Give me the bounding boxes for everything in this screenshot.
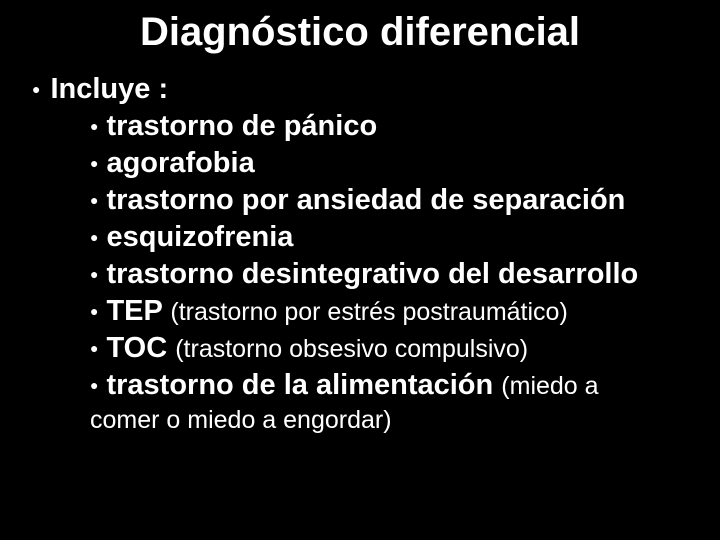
item-text: TOC	[106, 332, 175, 364]
bullet-level2: ● trastorno desintegrativo del desarroll…	[90, 258, 690, 291]
item-text: trastorno desintegrativo del desarrollo	[106, 258, 638, 291]
item-line: TOC (trastorno obsesivo compulsivo)	[106, 332, 528, 365]
bullet-icon: ●	[90, 258, 106, 290]
item-paren: (trastorno obsesivo compulsivo)	[175, 335, 528, 363]
item-paren: (miedo a	[501, 372, 598, 400]
bullet-icon: ●	[90, 221, 106, 253]
bullet-level2: ● trastorno por ansiedad de separación	[90, 184, 690, 217]
bullet-icon: ●	[90, 147, 106, 179]
bullet-level1: ● Incluye :	[30, 73, 690, 106]
continuation-text: comer o miedo a engordar)	[90, 406, 690, 435]
item-line: TEP (trastorno por estrés postraumático)	[106, 295, 567, 328]
bullet-icon: ●	[90, 295, 106, 327]
bullet-level2: ● esquizofrenia	[90, 221, 690, 254]
item-line: trastorno de la alimentación (miedo a	[106, 369, 598, 402]
item-text: trastorno de pánico	[106, 110, 377, 143]
item-text: trastorno de la alimentación	[106, 369, 501, 401]
slide: Diagnóstico diferencial ● Incluye : ● tr…	[0, 0, 720, 540]
item-text: trastorno por ansiedad de separación	[106, 184, 625, 217]
item-paren: (trastorno por estrés postraumático)	[170, 298, 567, 326]
bullet-level2: ● TOC (trastorno obsesivo compulsivo)	[90, 332, 690, 365]
bullet-level2: ● trastorno de pánico	[90, 110, 690, 143]
bullet-level2: ● trastorno de la alimentación (miedo a	[90, 369, 690, 402]
bullet-icon: ●	[30, 73, 50, 105]
item-text: agorafobia	[106, 147, 254, 180]
bullet-icon: ●	[90, 369, 106, 401]
slide-title: Diagnóstico diferencial	[30, 10, 690, 55]
bullet-level2: ● agorafobia	[90, 147, 690, 180]
bullet-level2: ● TEP (trastorno por estrés postraumátic…	[90, 295, 690, 328]
bullet-icon: ●	[90, 332, 106, 364]
level1-text: Incluye :	[50, 73, 168, 106]
item-text: TEP	[106, 295, 170, 327]
item-text: esquizofrenia	[106, 221, 293, 254]
bullet-icon: ●	[90, 110, 106, 142]
bullet-icon: ●	[90, 184, 106, 216]
